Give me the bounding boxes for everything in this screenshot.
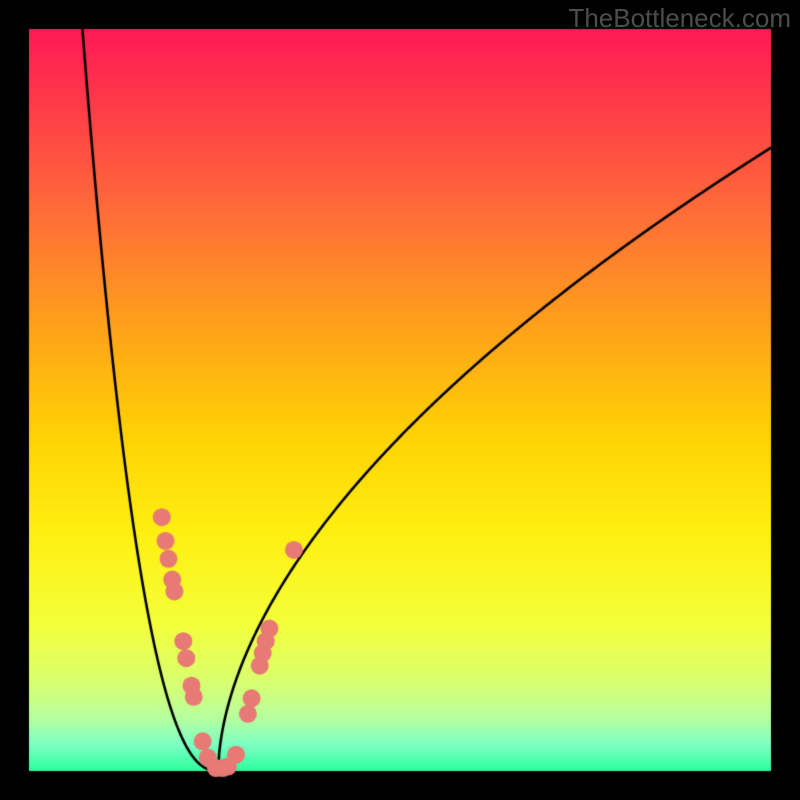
chart-container: TheBottleneck.com	[0, 0, 800, 800]
bottleneck-curve-layer	[0, 0, 800, 800]
watermark-text: TheBottleneck.com	[568, 3, 791, 34]
